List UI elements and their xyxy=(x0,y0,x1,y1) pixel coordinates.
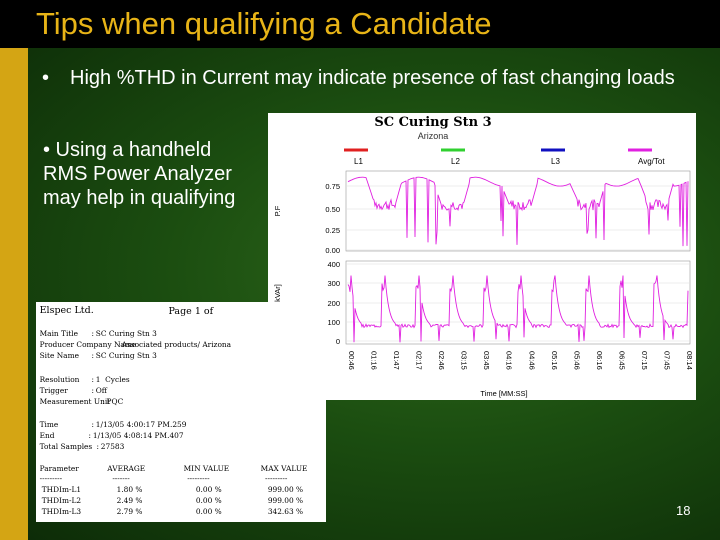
legend-label: L2 xyxy=(451,157,460,166)
y-axis-label: Q [kVAr] xyxy=(273,284,282,312)
timing-label: Total Samples xyxy=(39,442,93,451)
chart-screenshot: L1 L2 L3 Avg/Tot 0.75 0.50 0.25 0.00 400 300 200 10… xyxy=(268,113,696,400)
legend-label: L3 xyxy=(551,157,560,166)
x-tick-label: 05:46 xyxy=(572,351,581,370)
y-tick-label: 300 xyxy=(327,279,340,288)
report-company: Elspec Ltd. xyxy=(39,305,94,316)
x-tick-label: 06:45 xyxy=(617,351,626,370)
field-sep: : xyxy=(118,340,121,349)
x-tick-label: 01:16 xyxy=(370,351,379,370)
bullet-1-text: High %THD in Current may indicate presen… xyxy=(70,67,675,89)
timing-value: 1/13/05 4:08:14 PM.407 xyxy=(92,431,184,440)
setting-value: 1 Cycles xyxy=(95,375,130,384)
timing-sep: : xyxy=(91,420,94,429)
legend-label: Avg/Tot xyxy=(638,157,665,166)
y-tick-label: 400 xyxy=(327,260,340,269)
table-dashes: ------- xyxy=(112,474,130,483)
x-tick-label: 06:16 xyxy=(595,351,604,370)
table-cell: 999.00 % xyxy=(267,485,304,494)
table-dashes: --------- xyxy=(264,474,288,483)
slide-title: Tips when qualifying a Candidate xyxy=(36,6,492,41)
bullet-2: • Using a handheld RMS Power Analyzer ma… xyxy=(43,139,236,209)
chart-title: SC Curing Stn 3 xyxy=(374,115,492,130)
x-axis-label: Time [MM:SS] xyxy=(480,389,527,398)
y-tick-label: 0.25 xyxy=(325,226,340,235)
table-cell: 999.00 % xyxy=(267,496,304,505)
report-screenshot: Elspec Ltd. Page 1 of Main Title : SC Cu… xyxy=(36,302,326,522)
table-cell: 1.80 % xyxy=(116,485,143,494)
x-tick-label: 05:16 xyxy=(550,351,559,370)
setting-value: Off xyxy=(95,386,108,395)
bullet-marker: • xyxy=(42,67,50,89)
table-cell: THDIm-L3 xyxy=(41,507,82,516)
y-axis-label: P.F xyxy=(273,205,282,216)
x-tick-label: 04:16 xyxy=(505,351,514,370)
chart-svg: L1 L2 L3 Avg/Tot 0.75 0.50 0.25 0.00 400 300 200 10… xyxy=(273,148,694,398)
timing-sep: : xyxy=(88,431,92,440)
y-tick-label: 0.75 xyxy=(325,182,340,191)
table-cell: 2.49 % xyxy=(116,496,143,505)
setting-sep: : xyxy=(102,397,105,406)
field-value: SC Curing Stn 3 xyxy=(95,351,157,360)
y-tick-label: 100 xyxy=(327,318,340,327)
y-tick-label: 0.00 xyxy=(325,246,340,255)
table-cell: THDIm-L2 xyxy=(41,496,82,505)
timing-label: End xyxy=(39,431,55,440)
legend-label: L1 xyxy=(354,157,363,166)
table-header: Parameter xyxy=(39,464,79,473)
table-cell: THDIm-L1 xyxy=(41,485,82,494)
title-bar xyxy=(0,0,720,48)
pf-series-line xyxy=(347,176,689,247)
field-value: Associated products/ Arizona xyxy=(121,340,232,349)
setting-label: Measurement Unit xyxy=(39,397,111,406)
accent-bar xyxy=(0,0,28,540)
field-label: Site Name xyxy=(39,351,79,360)
setting-value: PQC xyxy=(106,397,124,406)
y-tick-label: 0 xyxy=(336,337,340,346)
report-page: Page 1 of xyxy=(168,306,214,317)
timing-value: 27583 xyxy=(100,442,125,451)
q-series-line xyxy=(347,275,689,343)
field-sep: : xyxy=(91,351,94,360)
table-header: MIN VALUE xyxy=(183,464,230,473)
table-cell: 0.00 % xyxy=(195,507,222,516)
x-tick-label: 04:46 xyxy=(527,351,536,370)
x-tick-label: 07:45 xyxy=(662,351,671,370)
timing-label: Time xyxy=(39,420,59,429)
table-cell: 342.63 % xyxy=(267,507,304,516)
x-tick-label: 02:17 xyxy=(415,351,424,370)
setting-sep: : xyxy=(91,375,94,384)
chart-subtitle: Arizona xyxy=(417,131,449,141)
page-number: 18 xyxy=(676,503,691,518)
y-tick-label: 200 xyxy=(327,299,340,308)
setting-label: Trigger xyxy=(39,386,68,395)
x-tick-label: 08:14 xyxy=(685,351,694,370)
setting-label: Resolution xyxy=(39,375,80,384)
table-header: AVERAGE xyxy=(107,464,146,473)
table-dashes: --------- xyxy=(39,474,63,483)
bullet-1: • High %THD in Current may indicate pres… xyxy=(40,66,680,90)
field-sep: : xyxy=(91,329,94,338)
table-dashes: --------- xyxy=(187,474,210,483)
x-tick-label: 03:45 xyxy=(482,351,491,370)
table-cell: 0.00 % xyxy=(195,485,222,494)
field-value: SC Curing Stn 3 xyxy=(95,329,157,338)
field-label: Producer Company Name xyxy=(39,340,137,349)
field-label: Main Title xyxy=(39,329,79,338)
timing-value: 1/13/05 4:00:17 PM.259 xyxy=(95,420,187,429)
x-tick-label: 07:15 xyxy=(640,351,649,370)
y-tick-label: 0.50 xyxy=(325,205,340,214)
setting-sep: : xyxy=(91,386,94,395)
x-tick-label: 03:15 xyxy=(460,351,469,370)
x-tick-label: 00:46 xyxy=(347,351,356,370)
x-tick-label: 01:47 xyxy=(392,351,401,370)
table-header: MAX VALUE xyxy=(260,464,308,473)
table-cell: 2.79 % xyxy=(116,507,143,516)
timing-sep: : xyxy=(96,442,99,451)
x-tick-label: 02:46 xyxy=(437,351,446,370)
table-cell: 0.00 % xyxy=(195,496,222,505)
